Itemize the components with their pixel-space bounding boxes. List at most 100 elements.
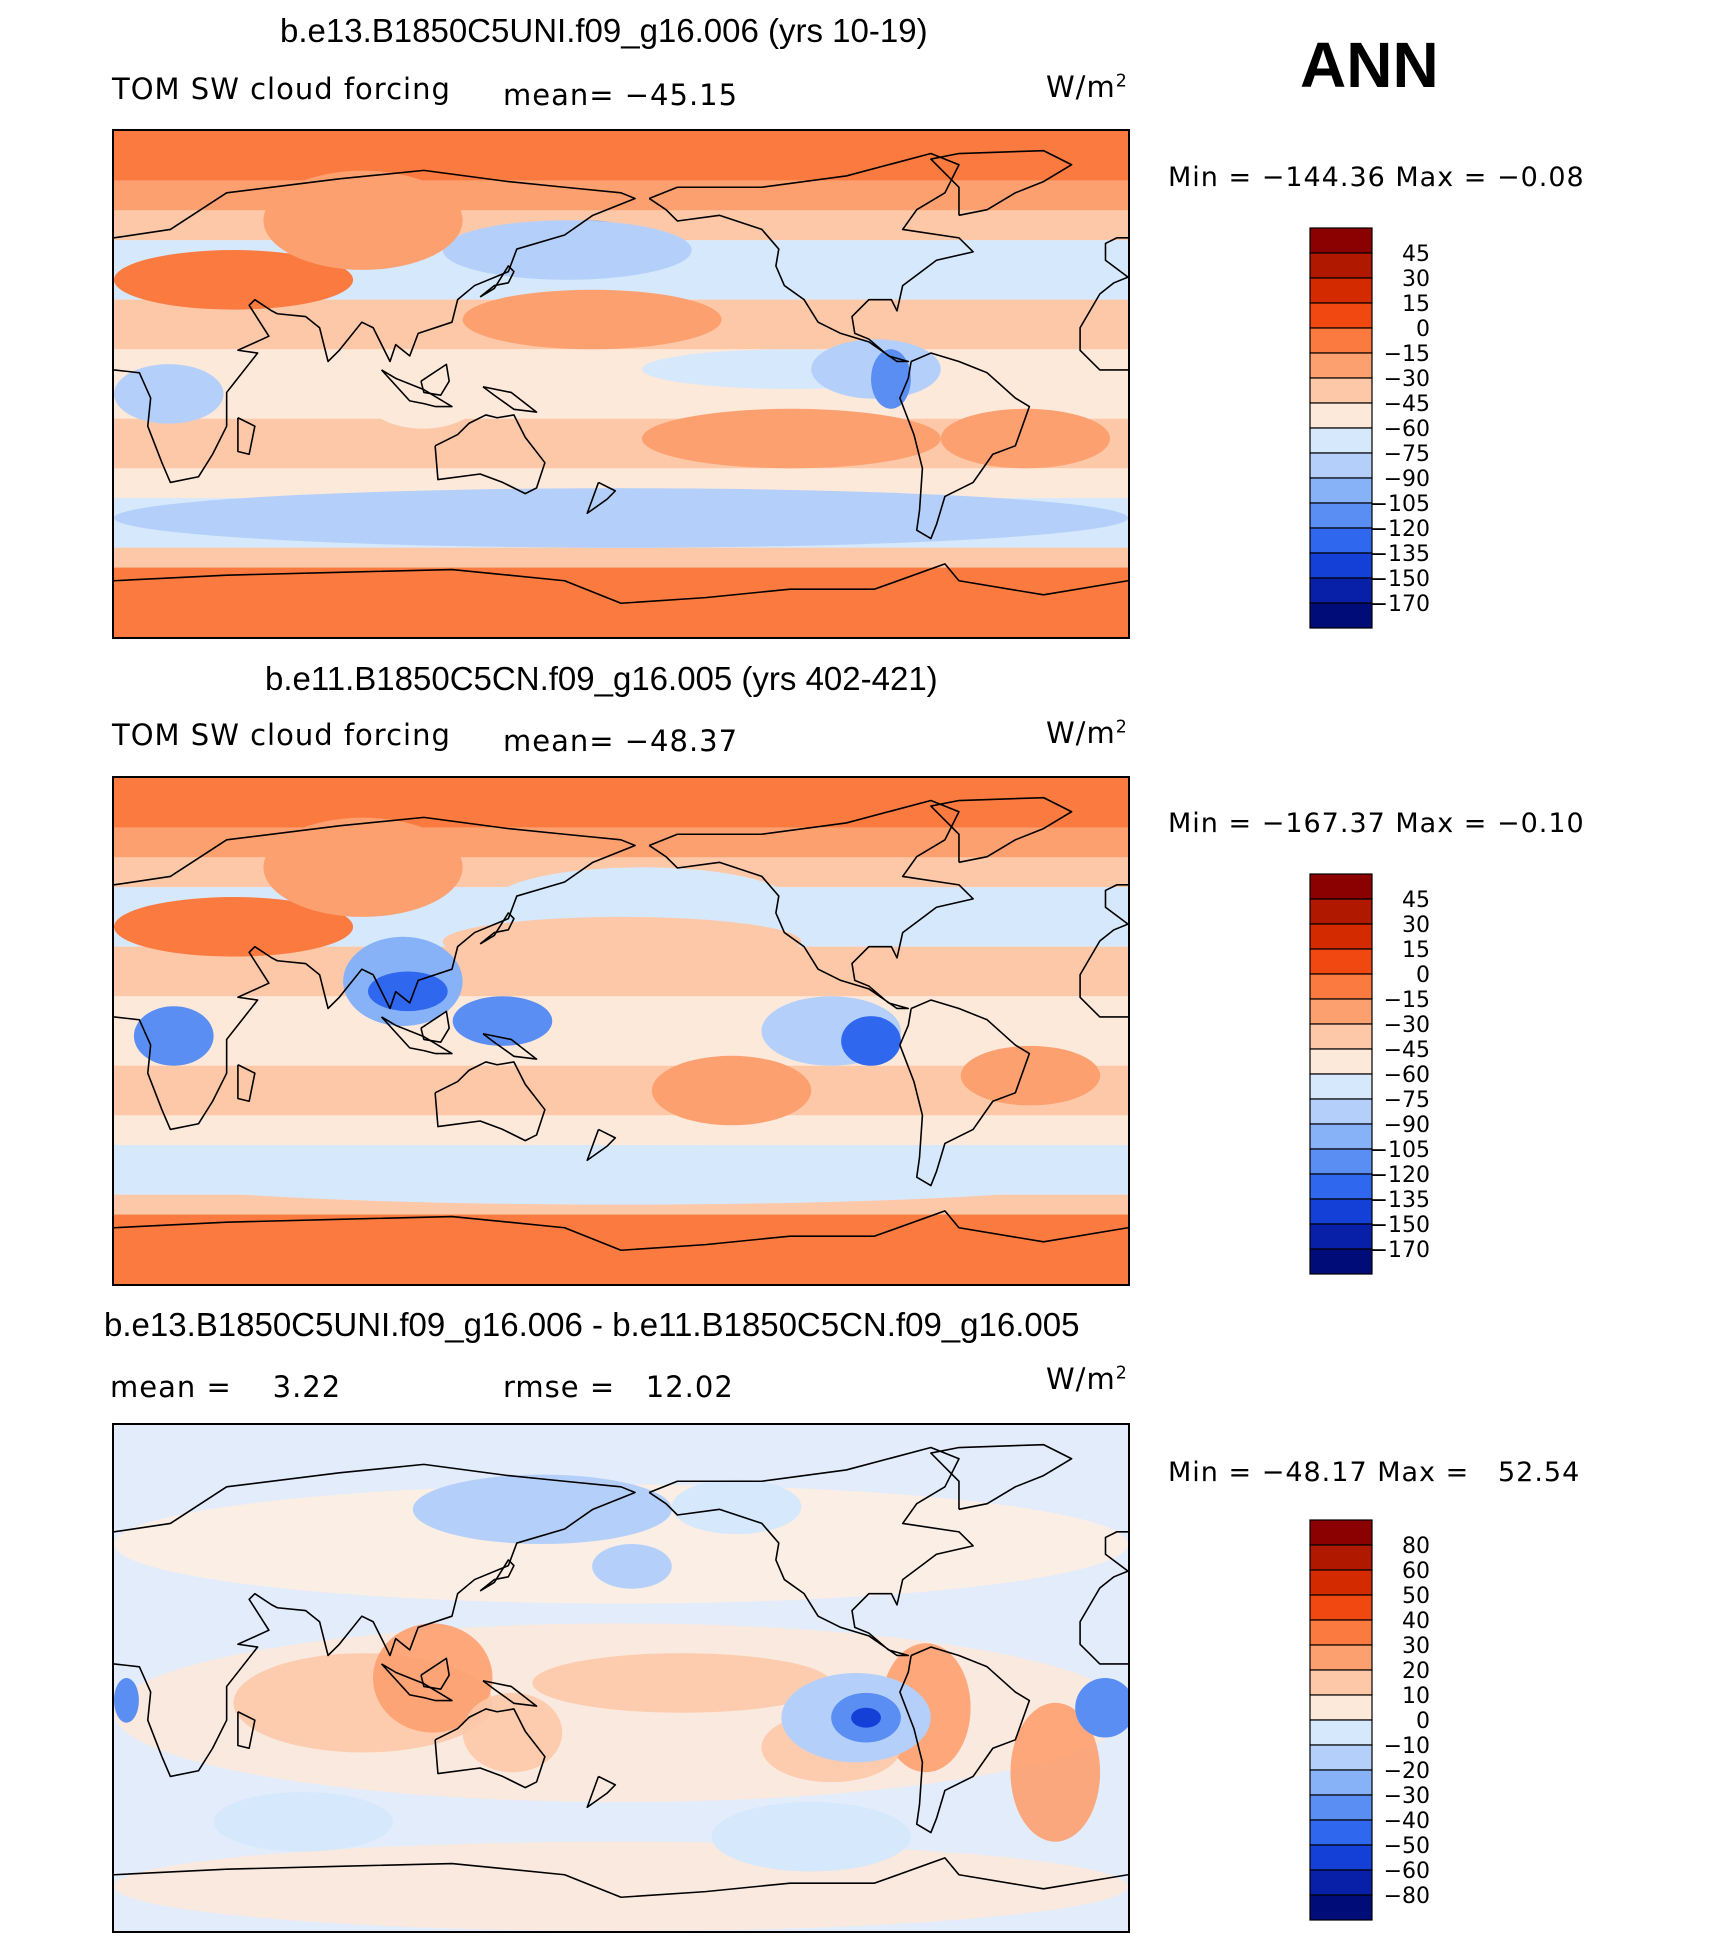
panel-2-title: b.e11.B1850C5CN.f09_g16.005 (yrs 402-421… [265,660,938,697]
coastline [482,1679,538,1707]
colorbar-box [1309,873,1373,900]
panel-1-map [112,129,1130,639]
colorbar-tick-label: −170 [1370,1238,1430,1263]
panel-2-mean-value: mean= −48.37 [503,724,739,758]
colorbar-tick-label: 30 [1402,913,1430,938]
colorbar-tick-label: −90 [1384,467,1430,492]
coastline [237,1064,256,1103]
panel-2-mean-label: mean= −48.37 [503,724,738,758]
colorbar-box [1309,923,1373,950]
colorbar-box [1309,1894,1373,1921]
colorbar-box [1309,1198,1373,1225]
colorbar-tick-label: 45 [1402,888,1430,913]
units-exponent: 2 [1115,71,1128,92]
coastline [648,152,974,363]
coastline [930,796,1073,864]
colorbar-box [1309,1248,1373,1275]
colorbar-tick-label: 20 [1402,1659,1430,1684]
coastline [930,1443,1073,1511]
colorbar-tick-label: 0 [1416,1709,1430,1734]
colorbar-tick-label: −45 [1384,392,1430,417]
panel-2-units: W/m2 [1046,716,1128,750]
coastline [434,1708,546,1789]
colorbar-box [1309,1123,1373,1150]
coastline [482,385,538,413]
colorbar-tick-label: 10 [1402,1684,1430,1709]
panel-3-title: b.e13.B1850C5UNI.f09_g16.006 - b.e11.B18… [104,1306,1080,1343]
panel-3-field [114,1425,1128,1931]
coastline [648,799,974,1010]
colorbar-box [1309,1769,1373,1796]
colorbar-tick-label: −60 [1384,1859,1430,1884]
colorbar-tick-label: −135 [1370,1188,1430,1213]
coastline [237,1711,256,1750]
coastline [434,1061,546,1142]
panel-2-map [112,776,1130,1286]
panel-1-colorbar: 45 30 15 0 −15 −30 −45 −60 −75 −90 −105 −120 −135 −15… [1309,227,1510,638]
colorbar-tick-label: 15 [1402,292,1430,317]
coastline [420,363,450,397]
colorbar-tick-label: 0 [1416,963,1430,988]
colorbar-box [1309,277,1373,304]
coastline [1079,1570,1128,1665]
colorbar-box [1309,1023,1373,1050]
panel-3-minmax: Min = −48.17 Max = 52.54 [1168,1457,1581,1488]
colorbar-box [1309,1869,1373,1896]
colorbar-box [1309,1669,1373,1696]
coastline [1104,237,1128,278]
colorbar-tick-label: −15 [1384,342,1430,367]
coastline [586,1128,617,1162]
season-label: ANN [1300,29,1439,101]
colorbar-box [1309,252,1373,279]
colorbar-box [1309,527,1373,554]
colorbar-box [1309,302,1373,329]
colorbar-box [1309,1073,1373,1100]
colorbar-box [1309,377,1373,404]
colorbar-box [1309,1719,1373,1746]
colorbar-box [1309,477,1373,504]
colorbar-tick-label: −30 [1384,1013,1430,1038]
colorbar-tick-label: −60 [1384,417,1430,442]
colorbar-box [1309,1098,1373,1125]
colorbar-box [1309,352,1373,379]
panel-2-colorbar-svg: 4530150−15−30−45−60−75−90−105−120−135−15… [1309,873,1430,1275]
coastline [380,1663,453,1702]
coastline [114,563,1128,605]
colorbar-tick-label: 45 [1402,242,1430,267]
panel-1-mean-value: mean= −45.15 [503,78,739,112]
colorbar-box [1309,1844,1373,1871]
panel-3-units: W/m2 [1046,1362,1128,1396]
coastline [479,912,515,945]
colorbar-tick-label: −150 [1370,567,1430,592]
panel-1-colorbar-svg: 4530150−15−30−45−60−75−90−105−120−135−15… [1309,227,1430,629]
panel-3-colorbar: 80 60 50 40 30 20 10 0 −10 −20 −30 −40 −50 −60 −80 [1309,1519,1510,1930]
units-exponent: 2 [1115,1363,1128,1384]
colorbar-box [1309,1794,1373,1821]
colorbar-tick-label: −105 [1370,1138,1430,1163]
coastline [114,1857,1128,1899]
colorbar-box [1309,402,1373,429]
colorbar-box [1309,452,1373,479]
colorbar-box [1309,1644,1373,1671]
panel-2-variable-label: TOM SW cloud forcing [112,718,451,752]
coastline [434,414,546,495]
colorbar-box [1309,1148,1373,1175]
coastline [899,999,1031,1187]
coastline [930,149,1073,217]
colorbar-tick-label: 40 [1402,1609,1430,1634]
colorbar-tick-label: −40 [1384,1809,1430,1834]
panel-1-title: b.e13.B1850C5UNI.f09_g16.006 (yrs 10-19) [280,12,928,49]
colorbar-tick-label: −45 [1384,1038,1430,1063]
colorbar-tick-label: −30 [1384,1784,1430,1809]
coastline [114,169,636,484]
coastline [1104,1531,1128,1572]
colorbar-tick-label: −120 [1370,517,1430,542]
colorbar-tick-label: 0 [1416,317,1430,342]
colorbar-tick-label: −90 [1384,1113,1430,1138]
coastline [479,265,515,298]
colorbar-box [1309,1694,1373,1721]
coastline [648,1446,974,1657]
colorbar-tick-label: −150 [1370,1213,1430,1238]
colorbar-box [1309,1619,1373,1646]
colorbar-tick-label: −15 [1384,988,1430,1013]
